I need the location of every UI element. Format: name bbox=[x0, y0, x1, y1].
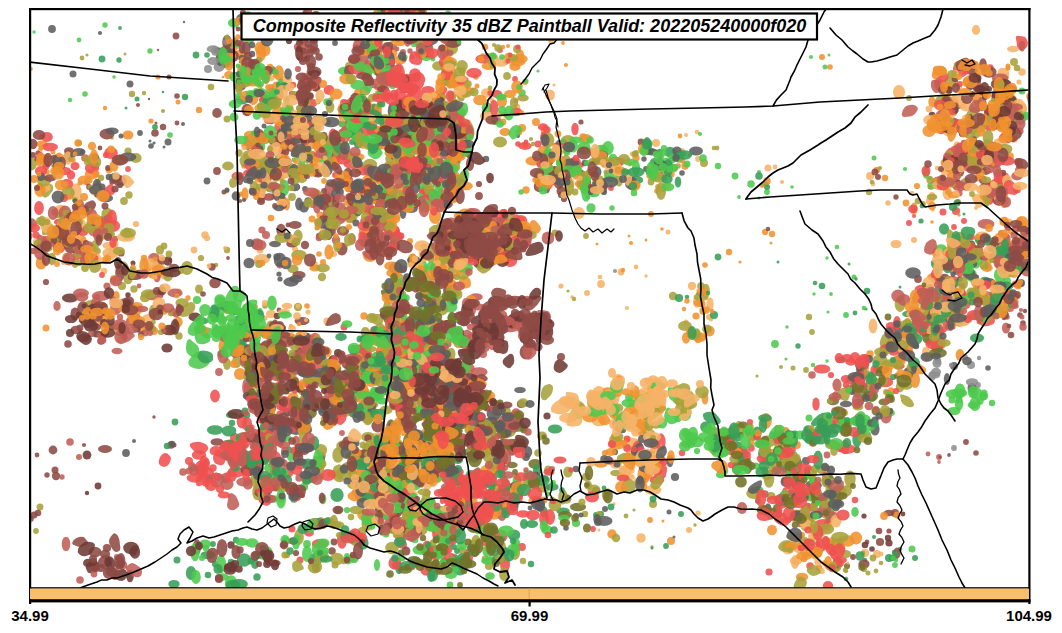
svg-text:Composite Reflectivity 35 dBZ: Composite Reflectivity 35 dBZ Paintball … bbox=[253, 16, 807, 36]
svg-text:69.99: 69.99 bbox=[511, 607, 549, 624]
svg-text:104.99: 104.99 bbox=[1006, 607, 1052, 624]
svg-text:34.99: 34.99 bbox=[11, 607, 49, 624]
